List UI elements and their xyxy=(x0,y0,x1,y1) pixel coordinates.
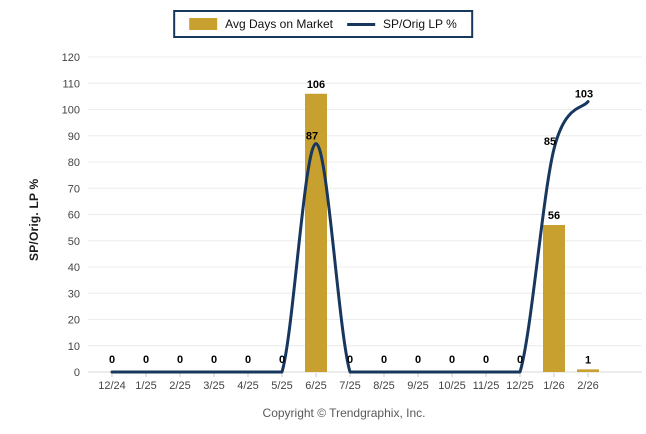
data-label-zero: 0 xyxy=(381,354,387,366)
legend-item-0: Avg Days on Market xyxy=(189,17,333,31)
line-swatch-icon xyxy=(347,22,376,26)
copyright-text: Copyright © Trendgraphix, Inc. xyxy=(262,406,426,420)
x-tick-label: 3/25 xyxy=(203,380,224,392)
y-tick-label: 90 xyxy=(68,131,80,143)
x-tick-label: 2/25 xyxy=(169,380,190,392)
data-label-zero: 0 xyxy=(211,354,217,366)
data-label-zero: 0 xyxy=(347,354,353,366)
y-tick-label: 30 xyxy=(68,288,80,300)
y-tick-label: 50 xyxy=(68,236,80,248)
y-tick-label: 40 xyxy=(68,262,80,274)
legend-item-label: Avg Days on Market xyxy=(225,17,334,31)
bar-data-label: 56 xyxy=(548,210,560,222)
x-tick-label: 10/25 xyxy=(438,380,466,392)
data-label-zero: 0 xyxy=(517,354,523,366)
line-data-label: 103 xyxy=(575,89,593,101)
bar xyxy=(577,369,599,372)
y-tick-label: 0 xyxy=(74,367,80,379)
data-label-zero: 0 xyxy=(109,354,115,366)
x-tick-label: 12/25 xyxy=(506,380,534,392)
trend-line xyxy=(110,100,590,374)
x-tick-label: 1/26 xyxy=(543,380,564,392)
x-tick-label: 6/25 xyxy=(305,380,326,392)
x-tick-label: 2/26 xyxy=(577,380,598,392)
x-tick-label: 8/25 xyxy=(373,380,394,392)
data-label-zero: 0 xyxy=(279,354,285,366)
data-label-zero: 0 xyxy=(483,354,489,366)
data-label-zero: 0 xyxy=(245,354,251,366)
data-label-zero: 0 xyxy=(449,354,455,366)
bar-data-label: 106 xyxy=(307,79,325,91)
x-tick-label: 12/24 xyxy=(98,380,126,392)
line-data-label: 87 xyxy=(306,131,318,143)
bar-data-label: 1 xyxy=(585,354,591,366)
x-tick-label: 9/25 xyxy=(407,380,428,392)
y-tick-label: 110 xyxy=(62,78,80,90)
data-label-zero: 0 xyxy=(415,354,421,366)
bar-swatch-icon xyxy=(189,18,218,30)
x-tick-label: 11/25 xyxy=(473,380,500,392)
y-tick-label: 70 xyxy=(68,183,80,195)
x-tick-label: 7/25 xyxy=(339,380,360,392)
line-data-label: 85 xyxy=(544,136,556,148)
bar xyxy=(543,225,565,372)
x-tick-label: 5/25 xyxy=(271,380,292,392)
data-label-zero: 0 xyxy=(143,354,149,366)
y-tick-label: 60 xyxy=(68,210,80,222)
y-tick-label: 80 xyxy=(68,157,80,169)
legend-item-1: SP/Orig LP % xyxy=(347,17,457,31)
x-tick-label: 4/25 xyxy=(237,380,258,392)
x-tick-label: 1/25 xyxy=(135,380,156,392)
y-tick-label: 20 xyxy=(68,315,80,327)
y-tick-label: 100 xyxy=(62,105,80,117)
data-label-zero: 0 xyxy=(177,354,183,366)
y-tick-label: 10 xyxy=(68,341,80,353)
legend: Avg Days on Market SP/Orig LP % xyxy=(173,10,473,38)
y-tick-label: 120 xyxy=(62,52,80,64)
legend-item-label: SP/Orig LP % xyxy=(383,17,457,31)
